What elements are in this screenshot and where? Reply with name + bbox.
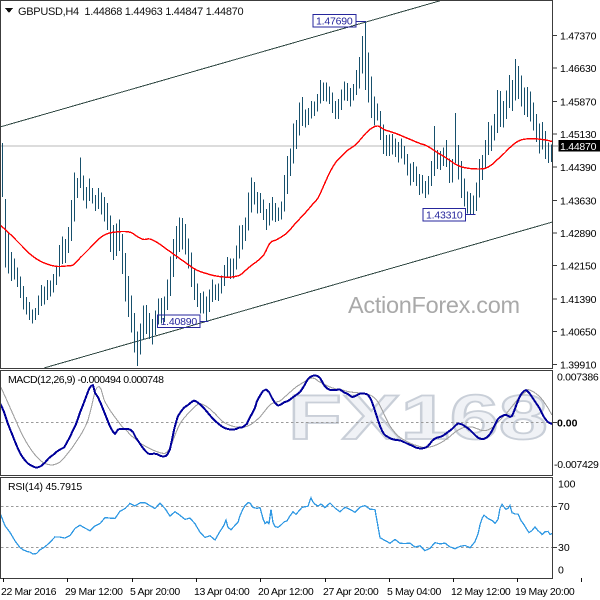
- svg-text:19 May 20:00: 19 May 20:00: [515, 586, 575, 598]
- svg-text:13 Apr 04:00: 13 Apr 04:00: [194, 586, 250, 598]
- svg-text:-0.007429: -0.007429: [554, 459, 599, 471]
- svg-text:1.43630: 1.43630: [560, 195, 597, 207]
- svg-text:MACD(12,26,9) -0.000494 0.0007: MACD(12,26,9) -0.000494 0.000748: [8, 374, 164, 386]
- svg-text:1.40650: 1.40650: [560, 327, 597, 339]
- svg-text:1.41390: 1.41390: [560, 294, 597, 306]
- svg-text:100: 100: [558, 479, 576, 491]
- svg-text:RSI(14) 45.7915: RSI(14) 45.7915: [8, 481, 82, 493]
- svg-text:5 Apr 20:00: 5 Apr 20:00: [130, 586, 180, 598]
- svg-text:0.007386: 0.007386: [557, 372, 599, 384]
- svg-text:1.40890: 1.40890: [161, 316, 198, 328]
- svg-text:1.45870: 1.45870: [560, 97, 597, 109]
- svg-text:1.44870: 1.44870: [560, 141, 597, 153]
- svg-text:12 May 12:00: 12 May 12:00: [451, 586, 511, 598]
- svg-text:29 Mar 12:00: 29 Mar 12:00: [65, 586, 123, 598]
- svg-text:ActionForex.com: ActionForex.com: [348, 292, 520, 318]
- svg-text:1.45130: 1.45130: [560, 129, 597, 141]
- svg-text:20 Apr 12:00: 20 Apr 12:00: [258, 586, 314, 598]
- svg-text:FX168: FX168: [288, 383, 548, 453]
- svg-text:1.46630: 1.46630: [560, 63, 597, 75]
- svg-text:GBPUSD,H4 1.44868 1.44963 1.4: GBPUSD,H4 1.44868 1.44963 1.44847 1.4487…: [18, 6, 243, 18]
- svg-text:1.44390: 1.44390: [560, 162, 597, 174]
- svg-text:70: 70: [558, 501, 570, 513]
- svg-text:1.47370: 1.47370: [560, 31, 597, 43]
- svg-text:22 Mar 2016: 22 Mar 2016: [1, 586, 57, 598]
- svg-text:1.47690: 1.47690: [316, 16, 353, 28]
- svg-text:27 Apr 20:00: 27 Apr 20:00: [323, 586, 379, 598]
- svg-text:0: 0: [558, 565, 564, 577]
- svg-text:1.43310: 1.43310: [426, 210, 463, 222]
- svg-text:1.39910: 1.39910: [560, 359, 597, 371]
- svg-text:1.42150: 1.42150: [560, 261, 597, 273]
- svg-text:1.42890: 1.42890: [560, 228, 597, 240]
- svg-text:30: 30: [558, 542, 570, 554]
- svg-text:5 May 04:00: 5 May 04:00: [387, 586, 441, 598]
- svg-text:0.00: 0.00: [557, 417, 578, 429]
